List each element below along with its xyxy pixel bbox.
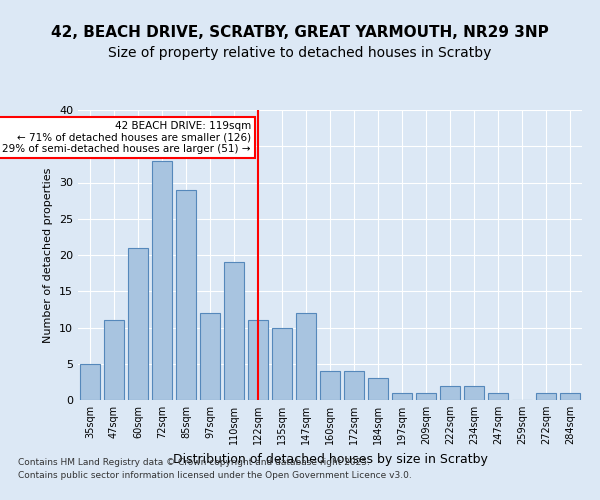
Bar — [296, 313, 316, 400]
Text: Contains HM Land Registry data © Crown copyright and database right 2025.: Contains HM Land Registry data © Crown c… — [18, 458, 370, 467]
X-axis label: Distribution of detached houses by size in Scratby: Distribution of detached houses by size … — [173, 452, 487, 466]
Y-axis label: Number of detached properties: Number of detached properties — [43, 168, 53, 342]
Bar — [320, 371, 340, 400]
Bar — [200, 313, 220, 400]
Bar — [488, 393, 508, 400]
Bar — [440, 386, 460, 400]
Bar — [104, 320, 124, 400]
Bar — [560, 393, 580, 400]
Text: Size of property relative to detached houses in Scratby: Size of property relative to detached ho… — [109, 46, 491, 60]
Bar — [224, 262, 244, 400]
Bar — [464, 386, 484, 400]
Bar — [176, 190, 196, 400]
Bar — [80, 364, 100, 400]
Bar — [416, 393, 436, 400]
Bar — [368, 378, 388, 400]
Bar — [344, 371, 364, 400]
Bar — [536, 393, 556, 400]
Text: 42, BEACH DRIVE, SCRATBY, GREAT YARMOUTH, NR29 3NP: 42, BEACH DRIVE, SCRATBY, GREAT YARMOUTH… — [51, 25, 549, 40]
Bar — [392, 393, 412, 400]
Bar — [128, 248, 148, 400]
Bar — [272, 328, 292, 400]
Text: Contains public sector information licensed under the Open Government Licence v3: Contains public sector information licen… — [18, 472, 412, 480]
Text: 42 BEACH DRIVE: 119sqm
← 71% of detached houses are smaller (126)
29% of semi-de: 42 BEACH DRIVE: 119sqm ← 71% of detached… — [2, 121, 251, 154]
Bar — [152, 161, 172, 400]
Bar — [248, 320, 268, 400]
